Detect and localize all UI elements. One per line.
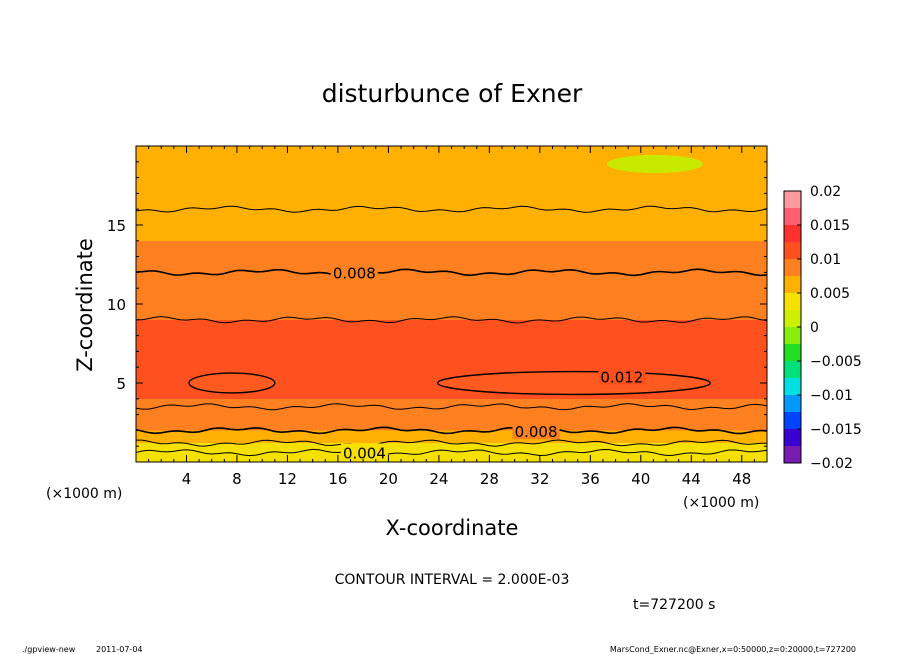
contour-line bbox=[136, 316, 767, 324]
colorbar-tick-label: −0.015 bbox=[810, 422, 862, 438]
colorbar: 0.02 0.015 0.01 0.005 0 −0.005 −0.01 −0.015 −0.0… bbox=[783, 184, 862, 472]
contour-line bbox=[136, 205, 767, 213]
x-axis-label: X-coordinate bbox=[386, 516, 519, 540]
footer-program: ./gpview-new bbox=[22, 645, 76, 654]
y-tick-label: 5 bbox=[116, 375, 126, 393]
x-tick-label: 24 bbox=[429, 470, 448, 488]
y-tick-label: 15 bbox=[107, 217, 126, 235]
contour-label-bg bbox=[330, 263, 378, 281]
contour-label: 0.012 bbox=[600, 369, 643, 387]
contour-line bbox=[136, 268, 767, 277]
x-tick-label: 32 bbox=[530, 470, 549, 488]
contour-line bbox=[136, 439, 767, 447]
contour-line bbox=[136, 448, 767, 457]
chart-title: disturbunce of Exner bbox=[322, 79, 583, 108]
x-tick-label: 44 bbox=[682, 470, 701, 488]
x-tick-label: 12 bbox=[278, 470, 297, 488]
footer-source: MarsCond_Exner.nc@Exner,x=0:50000,z=0:20… bbox=[610, 645, 856, 654]
time-label: t=727200 s bbox=[633, 597, 715, 613]
closed-contour bbox=[188, 372, 276, 394]
contour-line bbox=[136, 426, 767, 435]
contour-label: 0.004 bbox=[343, 445, 386, 463]
colorbar-tick-label: 0.015 bbox=[810, 218, 850, 234]
footer-date: 2011-07-04 bbox=[96, 645, 143, 654]
contour-line bbox=[136, 403, 767, 411]
colorbar-tick-label: 0.02 bbox=[810, 184, 841, 200]
x-axis-ticks: 4 8 12 16 20 24 28 32 36 40 44 48 bbox=[135, 146, 768, 488]
colorbar-tick-label: 0.005 bbox=[810, 286, 850, 302]
contour-interval-text: CONTOUR INTERVAL = 2.000E-03 bbox=[335, 572, 570, 588]
x-tick-label: 16 bbox=[328, 470, 347, 488]
y-axis-ticks: 5 10 15 bbox=[107, 145, 767, 463]
colorbar-tick-label: −0.02 bbox=[810, 456, 853, 472]
x-tick-label: 48 bbox=[732, 470, 751, 488]
y-axis-unit: (×1000 m) bbox=[46, 486, 122, 502]
x-tick-label: 40 bbox=[631, 470, 650, 488]
y-tick-label: 10 bbox=[107, 296, 126, 314]
contour-label-bg bbox=[340, 443, 388, 461]
x-tick-label: 36 bbox=[581, 470, 600, 488]
colorbar-tick-label: 0 bbox=[810, 320, 819, 336]
x-tick-label: 20 bbox=[379, 470, 398, 488]
colorbar-tick-label: 0.01 bbox=[810, 252, 841, 268]
colorbar-tick-label: −0.01 bbox=[810, 388, 853, 404]
x-tick-label: 28 bbox=[480, 470, 499, 488]
colorbar-tick-label: −0.005 bbox=[810, 354, 862, 370]
y-axis-label: Z-coordinate bbox=[73, 238, 97, 372]
colorbar-ticks: 0.02 0.015 0.01 0.005 0 −0.005 −0.01 −0.015 −0.0… bbox=[797, 184, 862, 472]
x-tick-label: 4 bbox=[182, 470, 192, 488]
contour-labels: 0.008 0.012 0.008 0.004 bbox=[330, 263, 646, 463]
closed-contour bbox=[436, 370, 711, 396]
contour-label-bg bbox=[598, 367, 646, 385]
field-shade-patch bbox=[607, 155, 703, 173]
contour-label-bg bbox=[512, 422, 560, 440]
contour-field bbox=[136, 146, 767, 462]
contour-label: 0.008 bbox=[515, 423, 558, 441]
x-axis-unit: (×1000 m) bbox=[683, 495, 759, 511]
x-tick-label: 8 bbox=[232, 470, 242, 488]
contour-label: 0.008 bbox=[333, 264, 376, 282]
